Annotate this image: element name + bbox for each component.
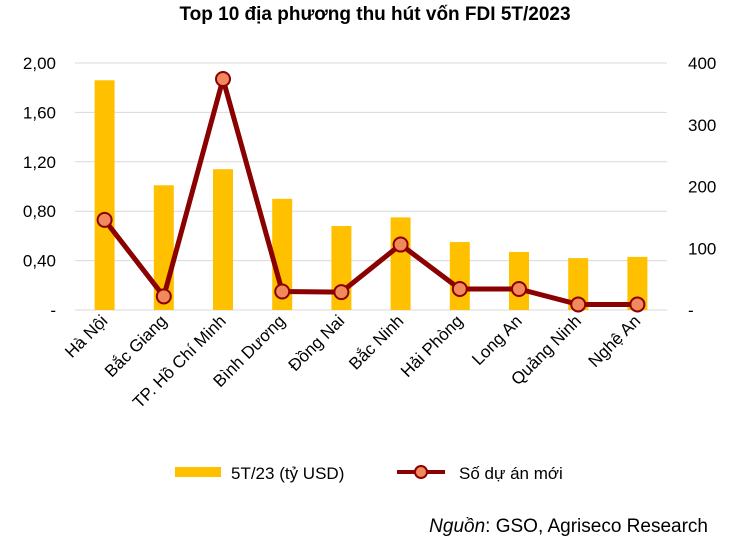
category-label: Bắc Ninh (345, 311, 407, 373)
source-text: : GSO, Agriseco Research (485, 516, 708, 537)
right-axis-tick-label: 300 (688, 116, 716, 135)
bar (627, 256, 648, 310)
line-point (451, 281, 468, 298)
source-note: Nguồn: GSO, Agriseco Research (429, 516, 708, 538)
legend-bar-label: 5T/23 (tỷ USD) (231, 464, 344, 483)
category-label: Hà Nội (61, 311, 111, 361)
line-point (629, 296, 646, 313)
right-axis-tick-label: - (688, 301, 694, 320)
bar (449, 242, 470, 310)
right-axis-ticks: - 100 200 300 400 (688, 54, 716, 320)
category-label: Đồng Nai (285, 311, 349, 375)
left-axis-tick-label: 2,00 (23, 54, 56, 73)
line-point (333, 284, 350, 301)
category-label: Long An (468, 311, 526, 369)
line-point (155, 288, 172, 305)
bar (390, 217, 411, 310)
category-label: Hải Phòng (397, 311, 467, 381)
right-axis-tick-label: 200 (688, 178, 716, 197)
left-axis-tick-label: 0,80 (23, 202, 56, 221)
right-axis-tick-label: 400 (688, 54, 716, 73)
source-label: Nguồn (429, 516, 486, 537)
left-axis-ticks: - 0,40 0,80 1,20 1,60 2,00 (23, 54, 56, 320)
legend-line-label: Số dự án mới (459, 464, 563, 483)
legend: 5T/23 (tỷ USD) Số dự án mới (175, 464, 563, 483)
line-point (96, 211, 113, 228)
bar (568, 258, 589, 310)
line-series (96, 71, 646, 313)
series-line (102, 76, 638, 307)
line-point (511, 281, 527, 298)
line-point (215, 71, 231, 88)
left-axis-tick-label: 0,40 (23, 252, 56, 271)
category-label: Nghệ An (585, 311, 645, 371)
left-axis-tick-label: 1,60 (23, 103, 56, 122)
line-point (392, 236, 409, 253)
legend-bar-swatch (175, 467, 221, 477)
left-axis-tick-label: - (50, 301, 56, 320)
bar (213, 169, 233, 310)
chart-title: Top 10 địa phương thu hút vốn FDI 5T/202… (179, 4, 571, 25)
legend-line-marker (414, 465, 428, 479)
line-point (570, 296, 587, 313)
left-axis-tick-label: 1,20 (23, 153, 56, 172)
bar (509, 251, 529, 310)
bar-series (94, 80, 648, 310)
right-axis-tick-label: 100 (688, 239, 716, 258)
bar (94, 80, 115, 310)
line-point (274, 283, 291, 300)
